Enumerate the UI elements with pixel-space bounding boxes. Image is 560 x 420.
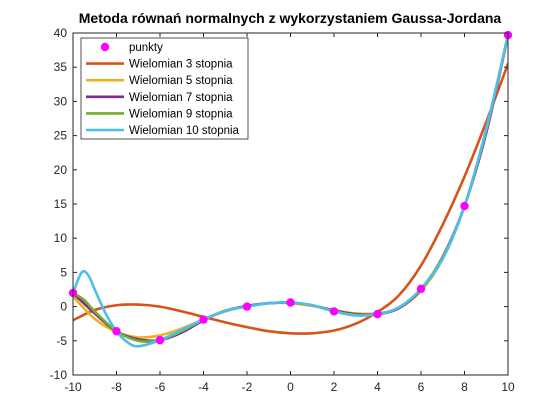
y-tick-label: 25 <box>54 129 68 143</box>
data-point <box>155 335 165 345</box>
y-tick-label: 5 <box>60 265 67 279</box>
legend-label-points: punkty <box>129 42 163 54</box>
y-tick-label: 35 <box>54 60 68 74</box>
data-point <box>460 201 469 211</box>
y-tick-label: -10 <box>50 368 68 382</box>
y-tick-label: 40 <box>54 26 68 40</box>
legend-marker-points <box>100 42 110 52</box>
x-tick-label: 2 <box>331 380 338 394</box>
y-tick-label: -5 <box>56 334 67 348</box>
x-tick-label: 8 <box>461 380 468 394</box>
x-tick-label: -6 <box>155 380 166 394</box>
data-point <box>373 309 382 319</box>
chart-title: Metoda równań normalnych z wykorzystanie… <box>79 10 502 26</box>
x-tick-label: 4 <box>374 380 381 394</box>
x-tick-label: -10 <box>64 380 82 394</box>
legend-box <box>80 37 249 140</box>
y-tick-label: 15 <box>54 197 68 211</box>
y-tick-label: 20 <box>54 163 68 177</box>
x-tick-label: -2 <box>242 380 253 394</box>
series-line-1 <box>73 62 508 335</box>
x-tick-label: -8 <box>111 380 122 394</box>
legend-label-4: Wielomian 9 stopnia <box>129 108 233 120</box>
data-point <box>416 284 426 294</box>
data-point <box>242 302 252 311</box>
legend-label-3: Wielomian 7 stopnia <box>129 92 233 104</box>
ticks-layer: -10 -8 -6 -4 -2 0 2 4 6 8 10 -10 -5 0 5 10 15 20 25 30 35 40 <box>50 26 515 394</box>
data-point <box>199 315 208 324</box>
x-tick-label: 10 <box>501 380 515 394</box>
legend: punkty Wielomian 3 stopnia Wielomian 5 sto… <box>80 37 249 140</box>
legend-label-1: Wielomian 3 stopnia <box>129 59 233 71</box>
points-layer <box>68 30 513 345</box>
data-point <box>286 298 295 307</box>
y-tick-label: 0 <box>60 300 67 314</box>
x-tick-label: -4 <box>198 380 209 394</box>
y-tick-label: 30 <box>54 94 68 108</box>
data-point <box>112 327 121 336</box>
data-point <box>329 307 339 316</box>
x-tick-label: 6 <box>418 380 425 394</box>
legend-label-5: Wielomian 10 stopnia <box>129 125 240 137</box>
x-tick-label: 0 <box>287 380 294 394</box>
legend-label-2: Wielomian 5 stopnia <box>129 75 233 87</box>
y-tick-label: 10 <box>54 231 68 245</box>
